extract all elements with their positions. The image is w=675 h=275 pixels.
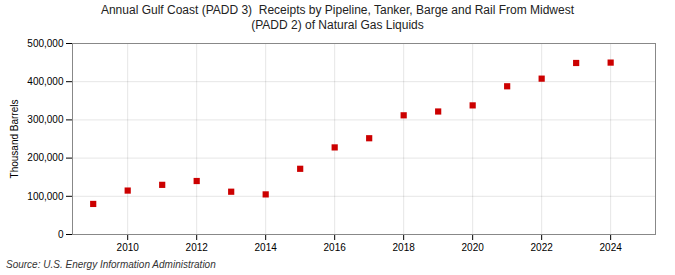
svg-text:2018: 2018 (393, 242, 416, 253)
svg-text:100,000: 100,000 (27, 191, 64, 202)
svg-text:2016: 2016 (324, 242, 347, 253)
svg-text:500,000: 500,000 (27, 38, 64, 49)
svg-text:0: 0 (58, 229, 64, 240)
svg-text:2014: 2014 (255, 242, 278, 253)
svg-text:200,000: 200,000 (27, 152, 64, 163)
svg-text:2024: 2024 (600, 242, 623, 253)
svg-text:Thousand Barrels: Thousand Barrels (9, 100, 20, 179)
svg-text:300,000: 300,000 (27, 114, 64, 125)
svg-text:2012: 2012 (186, 242, 209, 253)
html-text:Annual Gulf Coast (PADD 3) Rec: Annual Gulf Coast (PADD 3) Receipts by P… (100, 3, 574, 17)
svg-text:2020: 2020 (462, 242, 485, 253)
svg-text:2010: 2010 (117, 242, 140, 253)
svg-text:400,000: 400,000 (27, 76, 64, 87)
svg-text:2022: 2022 (531, 242, 554, 253)
html-text:(PADD 2) of Natural Gas Liquid: (PADD 2) of Natural Gas Liquids (251, 18, 424, 32)
html-text:Source: U.S. Energy Informatio: Source: U.S. Energy Information Administ… (6, 259, 216, 270)
